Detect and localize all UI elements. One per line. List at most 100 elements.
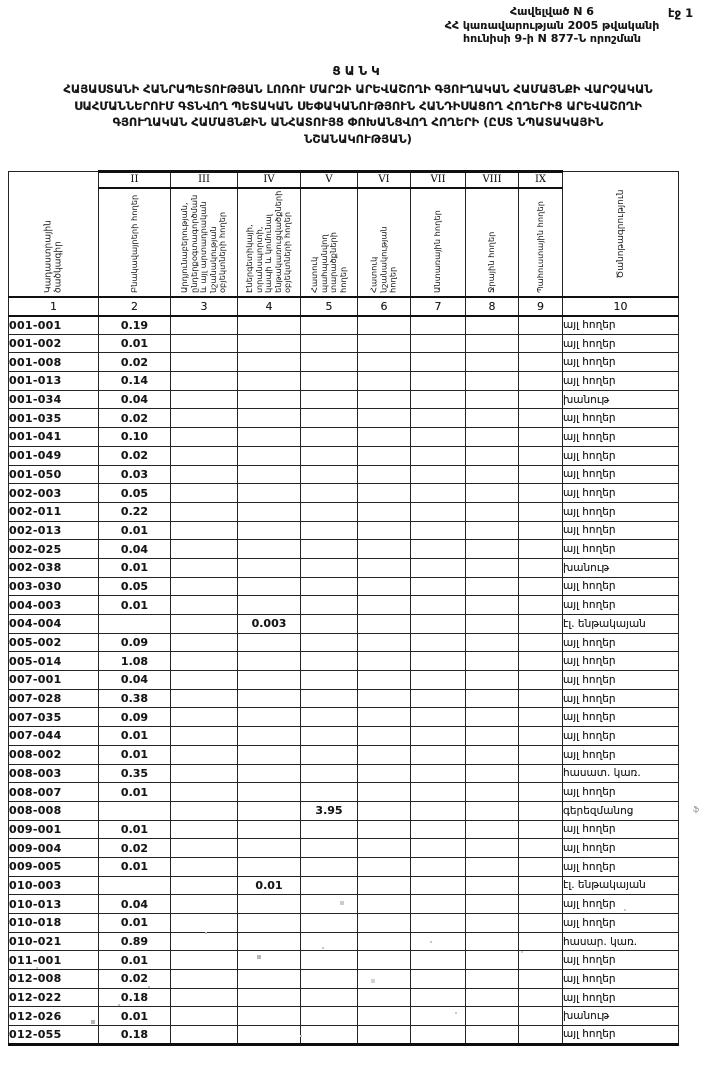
- cell-note: այլ հողեր: [562, 894, 679, 914]
- cell-area-value: [410, 688, 466, 709]
- cell-area-value: 0.003: [237, 614, 301, 634]
- cell-area-value: [98, 800, 171, 821]
- header-reserve-lands: Պահուստային հողեր: [518, 187, 563, 297]
- cell-area-value: 0.89: [98, 931, 171, 952]
- cell-cadastral-code: 001-050: [8, 464, 99, 485]
- cell-area-value: [465, 614, 519, 634]
- cell-area-value: [465, 520, 519, 541]
- table-row: 002-038 0.01 խանութ: [8, 557, 679, 578]
- cell-area-value: [300, 670, 358, 690]
- cell-area-value: [170, 819, 238, 840]
- cell-area-value: [237, 819, 301, 840]
- cell-note: խանութ: [562, 1006, 679, 1027]
- header-special-purpose-lands: Հատուկ նշանակության հողեր: [357, 187, 411, 297]
- cell-area-value: [237, 707, 301, 728]
- cell-area-value: [170, 1006, 238, 1027]
- roman-numeral: IV: [237, 170, 301, 189]
- table-row: 001-035 0.02 այլ հողեր: [8, 408, 679, 429]
- cell-area-value: [170, 969, 238, 989]
- table-row: 007-044 0.01 այլ հողեր: [8, 726, 679, 746]
- cell-area-value: 1.08: [98, 651, 171, 672]
- table-row: 007-001 0.04 այլ հողեր: [8, 670, 679, 690]
- cell-area-value: [357, 464, 411, 485]
- column-number: 5: [300, 295, 358, 317]
- cell-cadastral-code: 011-001: [8, 950, 99, 971]
- cell-area-value: [170, 913, 238, 933]
- cell-area-value: [237, 744, 301, 765]
- cell-cadastral-code: 012-026: [8, 1006, 99, 1027]
- cell-area-value: [237, 539, 301, 559]
- cell-area-value: [357, 408, 411, 429]
- cell-area-value: [300, 969, 358, 989]
- cell-area-value: 0.01: [98, 557, 171, 578]
- cell-area-value: [518, 688, 563, 709]
- cell-area-value: [357, 819, 411, 840]
- cell-area-value: [300, 651, 358, 672]
- cell-area-value: [237, 651, 301, 672]
- document-title: ՀԱՅԱՍՏԱՆԻ ՀԱՆՐԱՊԵՏՈՒԹՅԱՆ ԼՈՌՈՒ ՄԱՐԶԻ ԱՐԵ…: [6, 81, 710, 147]
- cell-area-value: [300, 371, 358, 391]
- cell-area-value: [518, 744, 563, 765]
- cell-area-value: [300, 838, 358, 858]
- table-row: 009-001 0.01 այլ հողեր: [8, 819, 679, 840]
- appendix-line: Հավելված N 6: [510, 5, 594, 18]
- cell-cadastral-code: 010-003: [8, 875, 99, 896]
- land-transfer-table: Կադաստրային ծածկագիր II III IV V VI VII …: [8, 170, 679, 1046]
- cell-area-value: [170, 763, 238, 784]
- cell-note: այլ հողեր: [562, 987, 679, 1008]
- column-number: 8: [465, 295, 519, 317]
- cell-area-value: [237, 987, 301, 1008]
- cell-area-value: [465, 408, 519, 429]
- table-row: 008-008 3.95 գերեզմանոց: [8, 800, 679, 821]
- column-number: 2: [98, 295, 171, 317]
- cell-area-value: [300, 389, 358, 410]
- cell-area-value: [300, 744, 358, 765]
- cell-area-value: [237, 1006, 301, 1027]
- cell-area-value: [410, 913, 466, 933]
- cell-note: այլ հողեր: [562, 913, 679, 933]
- cell-cadastral-code: 001-008: [8, 352, 99, 373]
- appendix-reference: Հավելված N 6 ՀՀ կառավարության 2005 թվակա…: [390, 5, 714, 46]
- appendix-line: ՀՀ կառավարության 2005 թվականի: [444, 18, 660, 32]
- cell-area-value: [357, 987, 411, 1008]
- cell-area-value: 0.01: [98, 333, 171, 354]
- cell-cadastral-code: 009-004: [8, 838, 99, 858]
- cell-area-value: [465, 315, 519, 335]
- column-header-row: Բնակավայրերի հողեր Արդյունաբերության, ըն…: [9, 187, 679, 297]
- table-row: 004-004 0.003 էլ. ենթակայան: [8, 614, 679, 634]
- cell-area-value: 0.05: [98, 483, 171, 503]
- cell-area-value: [518, 483, 563, 503]
- cell-note: այլ հողեր: [562, 352, 679, 373]
- cell-area-value: [410, 987, 466, 1008]
- cell-note: այլ հողեր: [562, 782, 679, 802]
- cell-area-value: [410, 371, 466, 391]
- cell-area-value: 0.01: [98, 726, 171, 746]
- cell-cadastral-code: 001-034: [8, 389, 99, 410]
- cell-area-value: [465, 651, 519, 672]
- cell-area-value: [357, 520, 411, 541]
- cell-area-value: [170, 427, 238, 447]
- cell-cadastral-code: 002-038: [8, 557, 99, 578]
- cell-area-value: [465, 483, 519, 503]
- header-industrial-lands: Արդյունաբերության, ընդերքօգտագործման և ա…: [170, 187, 238, 297]
- column-number: 1: [8, 295, 99, 317]
- cell-cadastral-code: 007-001: [8, 670, 99, 690]
- cell-area-value: [465, 800, 519, 821]
- cell-area-value: [237, 913, 301, 933]
- cell-note: այլ հողեր: [562, 315, 679, 335]
- cell-area-value: [170, 987, 238, 1008]
- cell-area-value: [518, 389, 563, 410]
- cell-cadastral-code: 001-013: [8, 371, 99, 391]
- cell-area-value: [170, 632, 238, 653]
- cell-note: այլ հողեր: [562, 632, 679, 653]
- cell-area-value: [410, 557, 466, 578]
- cell-area-value: 0.01: [98, 595, 171, 615]
- cell-area-value: [410, 576, 466, 597]
- cell-cadastral-code: 009-001: [8, 819, 99, 840]
- cell-area-value: [465, 894, 519, 914]
- roman-numeral: VIII: [465, 170, 519, 189]
- cell-area-value: [410, 726, 466, 746]
- cell-area-value: [357, 371, 411, 391]
- cell-area-value: [237, 595, 301, 615]
- cell-area-value: [518, 782, 563, 802]
